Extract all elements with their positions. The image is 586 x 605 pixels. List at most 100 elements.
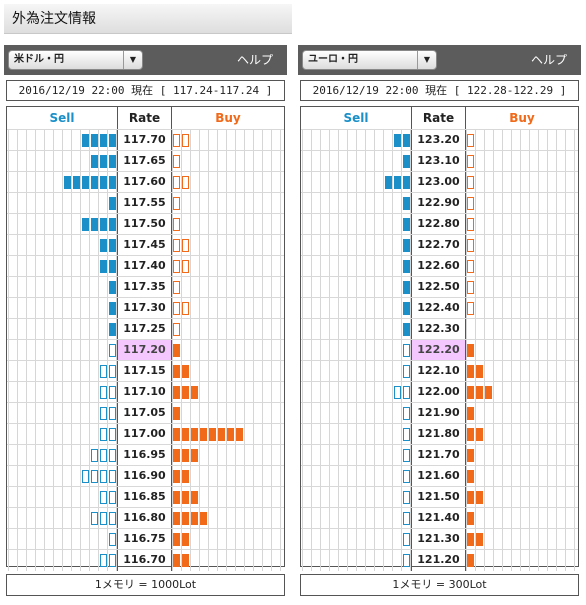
order-row: 121.80 [301, 424, 578, 445]
sell-volume-block [109, 281, 116, 294]
current-rate-cell: 117.20 [117, 340, 172, 360]
buy-volume-block [467, 386, 474, 399]
sell-volume-block [109, 386, 116, 399]
sell-volume-block [82, 470, 89, 483]
rate-cell: 122.50 [411, 277, 466, 297]
order-row: 122.00 [301, 382, 578, 403]
sell-volume-block [100, 134, 107, 147]
sell-cells [301, 340, 411, 360]
order-row: 117.25 [7, 319, 284, 340]
sell-volume-block [403, 512, 410, 525]
chevron-down-icon[interactable]: ▼ [123, 51, 142, 69]
sell-volume-block [91, 134, 98, 147]
buy-cells [172, 382, 284, 402]
currency-pair-select[interactable]: 米ドル・円 ▼ [8, 50, 143, 70]
sell-cells [7, 550, 117, 571]
buy-volume-block [173, 491, 180, 504]
buy-volume-block [467, 239, 474, 252]
order-row: 122.30 [301, 319, 578, 340]
rate-cell: 117.05 [117, 403, 172, 423]
order-row: 117.45 [7, 235, 284, 256]
sell-cells [301, 445, 411, 465]
buy-volume-block [191, 386, 198, 399]
sell-volume-block [109, 344, 116, 357]
rate-cell: 121.80 [411, 424, 466, 444]
currency-pair-select[interactable]: ユーロ・円 ▼ [302, 50, 437, 70]
order-book-grid: Sell Rate Buy 117.70 117.65 117.60 117.55 117.5… [6, 106, 285, 571]
sell-volume-block [403, 281, 410, 294]
rate-cell: 117.55 [117, 193, 172, 213]
rate-cell: 116.75 [117, 529, 172, 549]
buy-volume-block [173, 155, 180, 168]
buy-volume-block [173, 323, 180, 336]
sell-volume-block [100, 239, 107, 252]
buy-volume-block [182, 533, 189, 546]
sell-cells [7, 508, 117, 528]
panel-header: 米ドル・円 ▼ ヘルプ [4, 45, 287, 75]
sell-volume-block [403, 533, 410, 546]
sell-volume-block [394, 134, 401, 147]
buy-volume-block [467, 554, 474, 567]
sell-volume-block [403, 449, 410, 462]
rate-cell: 123.00 [411, 172, 466, 192]
sell-volume-block [403, 323, 410, 336]
buy-volume-block [182, 386, 189, 399]
rate-cell: 117.25 [117, 319, 172, 339]
rate-cell: 121.60 [411, 466, 466, 486]
rate-info: 2016/12/19 22:00 現在 [ 117.24-117.24 ] [6, 80, 285, 101]
buy-volume-block [191, 491, 198, 504]
sell-volume-block [403, 197, 410, 210]
sell-cells [7, 151, 117, 171]
sell-volume-block [100, 260, 107, 273]
grid-header-row: Sell Rate Buy [301, 107, 578, 130]
sell-volume-block [109, 491, 116, 504]
eur-jpy-panel: ユーロ・円 ▼ ヘルプ 2016/12/19 22:00 現在 [ 122.28… [298, 45, 581, 597]
buy-volume-block [467, 449, 474, 462]
order-row: 117.10 [7, 382, 284, 403]
sell-volume-block [109, 302, 116, 315]
rate-info: 2016/12/19 22:00 現在 [ 122.28-122.29 ] [300, 80, 579, 101]
sell-volume-block [109, 554, 116, 567]
rate-cell: 122.80 [411, 214, 466, 234]
order-row: 117.50 [7, 214, 284, 235]
sell-cells [301, 319, 411, 339]
buy-volume-block [476, 428, 483, 441]
rate-cell: 121.50 [411, 487, 466, 507]
sell-volume-block [109, 407, 116, 420]
sell-cells [7, 214, 117, 234]
grid-header-row: Sell Rate Buy [7, 107, 284, 130]
buy-cells [466, 382, 578, 402]
buy-volume-block [476, 386, 483, 399]
buy-cells [466, 193, 578, 213]
order-row: 121.50 [301, 487, 578, 508]
sell-cells [7, 319, 117, 339]
rate-cell: 117.50 [117, 214, 172, 234]
buy-volume-block [173, 470, 180, 483]
buy-cells [466, 277, 578, 297]
rate-cell: 121.20 [411, 550, 466, 571]
buy-volume-block [173, 533, 180, 546]
scale-footer: 1メモリ = 300Lot [300, 574, 579, 596]
sell-volume-block [109, 449, 116, 462]
sell-volume-block [82, 134, 89, 147]
sell-volume-block [403, 428, 410, 441]
page-title: 外為注文情報 [4, 4, 292, 34]
buy-volume-block [173, 428, 180, 441]
rate-cell: 122.00 [411, 382, 466, 402]
buy-volume-block [182, 428, 189, 441]
buy-cells [172, 445, 284, 465]
sell-volume-block [100, 218, 107, 231]
help-link[interactable]: ヘルプ [236, 53, 273, 67]
sell-volume-block [403, 386, 410, 399]
sell-cells [301, 256, 411, 276]
sell-volume-block [100, 407, 107, 420]
buy-cells [466, 424, 578, 444]
chevron-down-icon[interactable]: ▼ [417, 51, 436, 69]
help-link[interactable]: ヘルプ [530, 53, 567, 67]
buy-cells [172, 298, 284, 318]
rate-header: Rate [117, 107, 172, 129]
order-book-grid: Sell Rate Buy 123.20 123.10 123.00 122.90 122.8… [300, 106, 579, 571]
buy-cells [466, 172, 578, 192]
buy-cells [466, 319, 578, 339]
buy-cells [172, 487, 284, 507]
